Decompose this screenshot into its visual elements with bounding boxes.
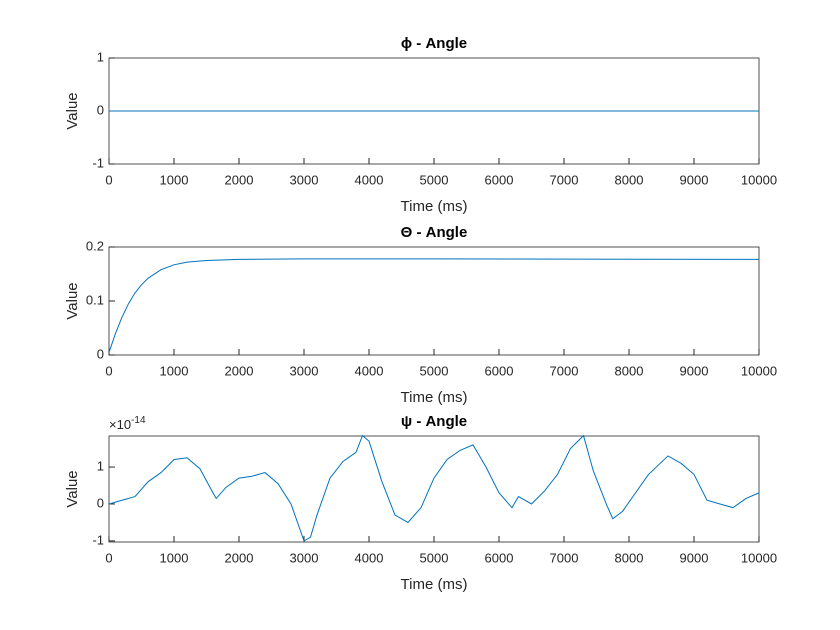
x-tick-label: 6000 — [485, 363, 514, 378]
x-tick-label: 2000 — [225, 363, 254, 378]
x-tick-label: 10000 — [741, 550, 777, 565]
y-tick-label: 0.1 — [86, 292, 104, 307]
axes-box — [108, 246, 760, 356]
x-tick-label: 5000 — [420, 172, 449, 187]
multiplier-base: ×10 — [109, 417, 131, 432]
x-tick-label: 2000 — [225, 172, 254, 187]
x-tick-label: 3000 — [290, 550, 319, 565]
x-tick-label: 8000 — [615, 172, 644, 187]
y-tick-label: 1 — [97, 458, 104, 473]
x-tick-label: 5000 — [420, 550, 449, 565]
x-tick-label: 8000 — [615, 363, 644, 378]
x-tick-label: 1000 — [160, 550, 189, 565]
axes-box — [108, 435, 760, 543]
x-axis-label: Time (ms) — [401, 198, 468, 215]
x-tick-label: 7000 — [550, 363, 579, 378]
y-tick-label: 0 — [97, 346, 104, 361]
x-tick-label: 1000 — [160, 172, 189, 187]
x-tick-label: 7000 — [550, 550, 579, 565]
x-tick-label: 0 — [105, 172, 112, 187]
x-tick-label: 4000 — [355, 363, 384, 378]
y-tick-label: -1 — [92, 532, 104, 547]
multiplier-exponent: -14 — [131, 415, 146, 426]
y-axis-label: Value — [64, 470, 81, 507]
x-tick-label: 8000 — [615, 550, 644, 565]
y-tick-label: -1 — [92, 155, 104, 170]
y-tick-label: 0.2 — [86, 238, 104, 253]
y-tick-label: 1 — [97, 49, 104, 64]
x-tick-label: 6000 — [485, 550, 514, 565]
x-tick-label: 4000 — [355, 172, 384, 187]
x-tick-label: 9000 — [680, 363, 709, 378]
y-axis-label: Value — [64, 92, 81, 129]
x-tick-label: 1000 — [160, 363, 189, 378]
x-tick-label: 5000 — [420, 363, 449, 378]
x-tick-label: 7000 — [550, 172, 579, 187]
chart-title: ψ - Angle — [401, 413, 467, 430]
y-multiplier: ×10-14 — [109, 415, 146, 433]
x-tick-label: 10000 — [741, 363, 777, 378]
x-tick-label: 10000 — [741, 172, 777, 187]
x-tick-label: 0 — [105, 363, 112, 378]
x-axis-label: Time (ms) — [401, 576, 468, 593]
x-tick-label: 3000 — [290, 172, 319, 187]
y-axis-label: Value — [64, 282, 81, 319]
x-tick-label: 9000 — [680, 550, 709, 565]
x-tick-label: 3000 — [290, 363, 319, 378]
x-tick-label: 0 — [105, 550, 112, 565]
y-tick-label: 0 — [97, 102, 104, 117]
x-tick-label: 9000 — [680, 172, 709, 187]
x-tick-label: 2000 — [225, 550, 254, 565]
y-tick-label: 0 — [97, 495, 104, 510]
line-series — [108, 258, 760, 353]
chart-title: ϕ - Angle — [401, 35, 467, 52]
x-axis-label: Time (ms) — [401, 389, 468, 406]
chart-title: Θ - Angle — [401, 224, 468, 241]
x-tick-label: 6000 — [485, 172, 514, 187]
line-series — [108, 434, 760, 542]
x-tick-label: 4000 — [355, 550, 384, 565]
